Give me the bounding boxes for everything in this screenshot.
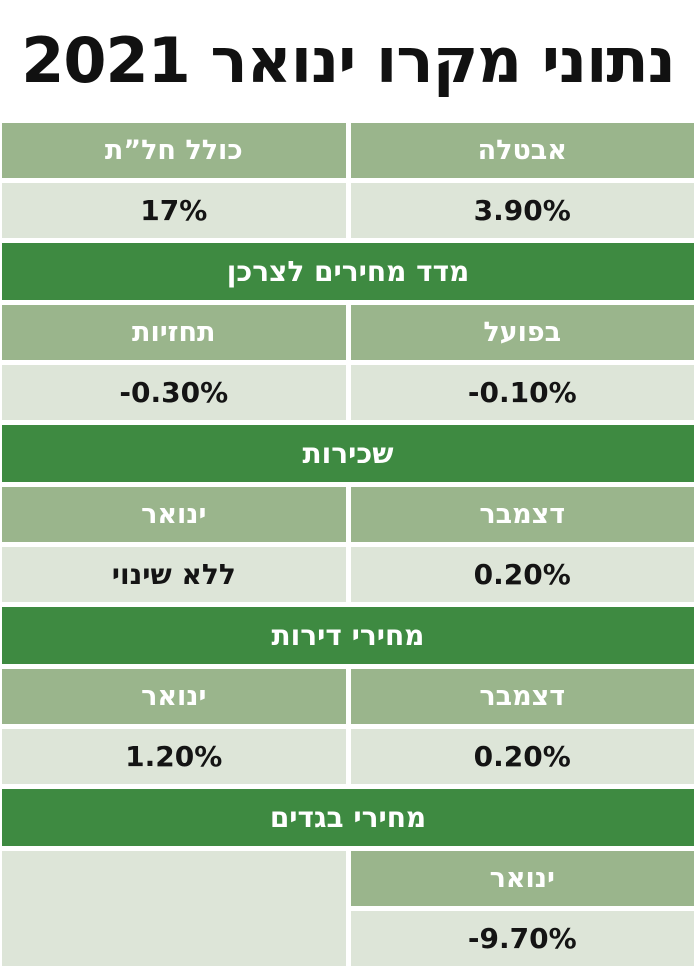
clothing-data-row: ינואר -9.70%	[2, 851, 694, 966]
housing-section-row: מחירי דירות	[2, 607, 694, 664]
housing-header-row: דצמבר ינואר	[2, 669, 694, 724]
col-header-rent-january: ינואר	[2, 487, 346, 542]
macro-data-table: אבטלה כולל חל”ת 3.90% 17% מדד מחירים לצר…	[2, 123, 694, 966]
col-header-cpi-forecast: תחזיות	[2, 305, 346, 360]
empty-merged-cell	[2, 851, 346, 966]
clothing-section-row: מחירי בגדים	[2, 789, 694, 846]
housing-value-row: 0.20% 1.20%	[2, 729, 694, 784]
value-housing-december: 0.20%	[350, 729, 694, 784]
value-rent-january: ללא שינוי	[2, 547, 346, 602]
page-title: נתוני מקרו ינואר 2021	[21, 24, 676, 97]
col-header-housing-december: דצמבר	[350, 669, 694, 724]
col-header-unemployment: אבטלה	[350, 123, 694, 178]
value-rent-december: 0.20%	[350, 547, 694, 602]
cpi-value-row: -0.10% -0.30%	[2, 365, 694, 420]
cpi-section-row: מדד מחירים לצרכן	[2, 243, 694, 300]
clothing-right-column: ינואר -9.70%	[350, 851, 694, 966]
value-unemployment-rate: 3.90%	[350, 183, 694, 238]
cpi-header-row: בפועל תחזיות	[2, 305, 694, 360]
col-header-including-unpaid-leave: כולל חל”ת	[2, 123, 346, 178]
value-cpi-forecast: -0.30%	[2, 365, 346, 420]
unemployment-header-row: אבטלה כולל חל”ת	[2, 123, 694, 178]
col-header-cpi-actual: בפועל	[350, 305, 694, 360]
value-clothing-january: -9.70%	[350, 911, 694, 966]
value-including-unpaid-leave: 17%	[2, 183, 346, 238]
section-header-housing-prices: מחירי דירות	[2, 607, 694, 664]
rent-header-row: דצמבר ינואר	[2, 487, 694, 542]
section-header-rent: שכירות	[2, 425, 694, 482]
rent-value-row: 0.20% ללא שינוי	[2, 547, 694, 602]
unemployment-value-row: 3.90% 17%	[2, 183, 694, 238]
col-header-housing-january: ינואר	[2, 669, 346, 724]
value-housing-january: 1.20%	[2, 729, 346, 784]
rent-section-row: שכירות	[2, 425, 694, 482]
section-header-consumer-price-index: מדד מחירים לצרכן	[2, 243, 694, 300]
col-header-clothing-january: ינואר	[350, 851, 694, 906]
col-header-rent-december: דצמבר	[350, 487, 694, 542]
section-header-clothing-prices: מחירי בגדים	[2, 789, 694, 846]
value-cpi-actual: -0.10%	[350, 365, 694, 420]
